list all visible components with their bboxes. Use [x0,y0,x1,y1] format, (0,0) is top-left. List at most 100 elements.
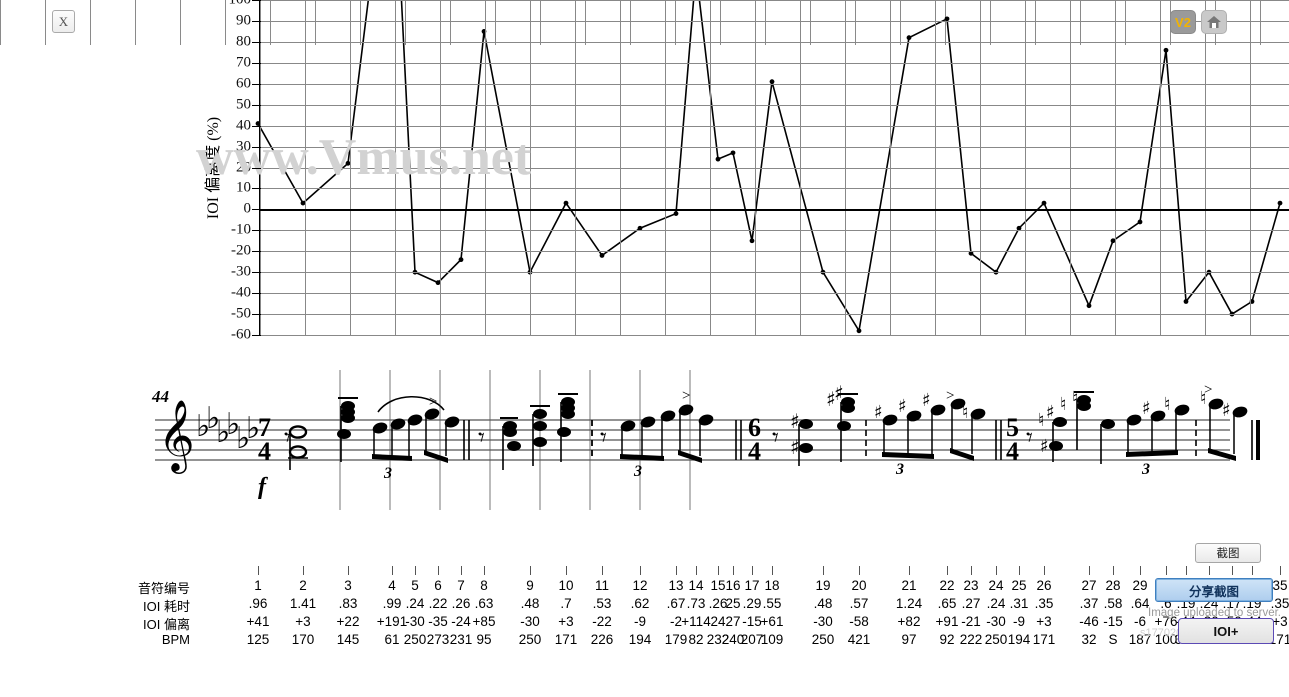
cell-note-number: 11 [594,578,610,593]
cell-note-number: 22 [939,578,955,593]
gridline-vertical [315,0,316,45]
y-tick [252,0,261,1]
y-tick [252,293,261,295]
svg-text:♯: ♯ [1046,402,1055,423]
data-point [255,121,261,126]
y-tick-label: 90 [236,12,251,29]
data-point [856,328,862,334]
gridline-vertical [450,0,451,45]
gridline-horizontal [260,125,1289,127]
y-tick [252,272,261,274]
cell-ioi-duration: 1.41 [289,596,317,611]
svg-text:♮: ♮ [1072,388,1078,409]
cell-ioi-deviation: +3 [1036,614,1052,629]
cell-bpm: 421 [847,632,871,647]
cell-bpm: 95 [476,632,492,647]
gridline-vertical [45,0,46,45]
gridline-vertical [360,0,361,45]
y-tick-label: -30 [231,263,251,280]
gridline-horizontal [260,314,1289,316]
cell-ioi-duration: .26 [451,596,471,611]
data-point [300,200,306,206]
svg-text:f: f [258,474,268,500]
y-tick-label: 50 [236,96,251,113]
cell-ioi-deviation: +85 [472,614,496,629]
cell-ioi-deviation: 24 [710,614,726,629]
gridline-vertical [350,0,351,335]
column-tick [733,566,734,575]
y-tick-label: 0 [243,200,252,217]
column-tick [484,566,485,575]
gridline-vertical [800,0,801,335]
cell-ioi-deviation: -9 [1012,614,1026,629]
cell-note-number: 26 [1036,578,1052,593]
cell-note-number: 17 [744,578,760,593]
data-point [1183,299,1189,304]
zero-reference-line [260,209,1289,212]
y-tick [252,167,261,169]
gridline-vertical [1025,0,1026,335]
data-point [1086,303,1092,309]
gridline-vertical [405,0,406,45]
svg-text:♯: ♯ [1040,436,1049,457]
column-tick [1113,566,1114,575]
close-button[interactable]: X [52,10,75,33]
cell-ioi-duration: .73 [686,596,706,611]
column-tick [1140,566,1141,575]
svg-text:♭: ♭ [206,401,220,436]
cell-note-number: 8 [480,578,488,593]
gridline-horizontal [260,167,1289,169]
cell-note-number: 25 [1011,578,1027,593]
svg-text:𝄾: 𝄾 [478,423,485,453]
cell-ioi-deviation: -22 [592,614,612,629]
cell-note-number: 28 [1105,578,1121,593]
cell-ioi-deviation: -2 [669,614,683,629]
cell-bpm: 100 [1154,632,1178,647]
cell-ioi-deviation: +82 [897,614,921,629]
cell-bpm: 250 [403,632,427,647]
cell-note-number: 21 [901,578,917,593]
cell-ioi-duration: .6 [1160,596,1172,611]
gridline-vertical [935,0,936,335]
cell-bpm: S [1108,632,1118,647]
cell-ioi-duration: .31 [1009,596,1029,611]
y-tick [252,146,261,148]
screenshot-button[interactable]: 截图 [1195,543,1261,563]
gridline-vertical [665,0,666,335]
cell-note-number: 15 [710,578,726,593]
plot-area [255,0,1289,336]
gridline-horizontal [260,293,1289,295]
data-point [769,79,775,85]
gridline-vertical [585,0,586,45]
data-point [599,253,605,258]
cell-ioi-deviation: -30 [813,614,833,629]
version-badge-button[interactable]: V2 [1170,10,1196,34]
data-point [637,225,643,231]
cell-ioi-duration: .83 [338,596,358,611]
svg-text:♯: ♯ [874,402,883,423]
column-tick [971,566,972,575]
ioi-deviation-series [255,0,1283,334]
y-tick-label: 60 [236,75,251,92]
cell-ioi-duration: .58 [1103,596,1123,611]
y-tick [252,335,261,336]
gridline-vertical [630,0,631,45]
gridline-vertical [810,0,811,45]
gridline-vertical [1125,0,1126,45]
cell-ioi-deviation: -24 [451,614,471,629]
share-screenshot-button[interactable]: 分享截图 [1155,578,1273,602]
cell-ioi-duration: .26 [708,596,728,611]
home-icon[interactable] [1201,10,1227,34]
cell-ioi-deviation: +41 [246,614,270,629]
column-tick [303,566,304,575]
column-tick [823,566,824,575]
cell-ioi-deviation: -30 [986,614,1006,629]
cell-ioi-duration: 25 [725,596,741,611]
cell-bpm: 187 [1128,632,1152,647]
svg-text:𝄞: 𝄞 [158,398,195,474]
cell-bpm: 250 [811,632,835,647]
cell-ioi-deviation: -15 [1103,614,1123,629]
ioi-plus-button[interactable]: IOI+ [1178,618,1274,644]
cell-bpm: 125 [246,632,270,647]
column-tick [602,566,603,575]
